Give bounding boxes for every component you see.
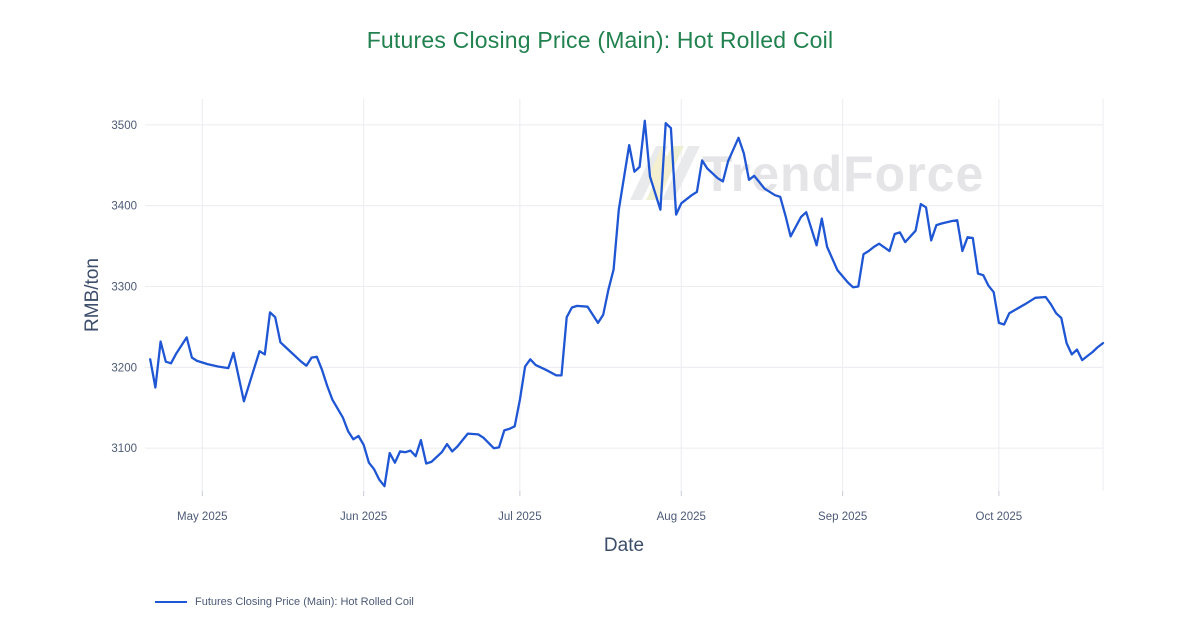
price-line-series[interactable] [149,119,1105,488]
plot-area[interactable] [145,99,1103,491]
x-axis-tick-marks [201,491,1000,496]
legend-item[interactable]: Futures Closing Price (Main): Hot Rolled… [155,596,414,608]
x-tick-label: Oct 2025 [976,511,1023,523]
x-tick-label: May 2025 [177,511,228,523]
y-gridlines [145,124,1103,449]
x-gridlines [201,99,1104,491]
x-axis-tick-labels: May 2025 Jun 2025 Jul 2025 Aug 2025 Sep 2025… [177,511,1022,523]
y-tick-label: 3400 [111,201,137,213]
y-tick-label: 3200 [111,362,137,374]
x-tick-label: Jun 2025 [340,511,387,523]
legend-line-swatch [155,601,187,603]
x-tick-label: Jul 2025 [498,511,541,523]
chart-title: Futures Closing Price (Main): Hot Rolled… [366,27,834,53]
x-axis-title: Date [603,535,645,556]
y-tick-label: 3300 [111,282,137,294]
x-tick-label: Sep 2025 [818,511,867,523]
x-tick-label: Aug 2025 [657,511,706,523]
y-axis-title: RMB/ton [82,258,103,332]
y-axis-tick-labels: 3100 3200 3300 3400 3500 [111,120,137,455]
y-tick-label: 3100 [111,443,137,455]
legend-label: Futures Closing Price (Main): Hot Rolled… [195,596,414,608]
y-tick-label: 3500 [111,120,137,132]
